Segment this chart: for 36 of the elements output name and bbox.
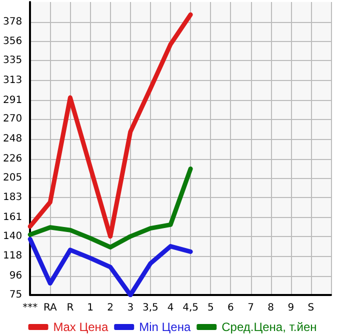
- y-tick-label: 226: [2, 153, 22, 164]
- x-tick-label: 1: [87, 302, 94, 314]
- x-tick-label: 8: [268, 302, 274, 314]
- x-tick-label: R: [66, 302, 74, 314]
- y-tick-label: 161: [2, 212, 22, 223]
- y-tick-label: 205: [2, 172, 22, 184]
- legend-label: Сред.Цена, т.йен: [222, 320, 317, 334]
- x-tick-label: 7: [248, 302, 254, 314]
- y-tick-label: 335: [2, 55, 22, 66]
- x-tick-label: RA: [43, 302, 57, 314]
- x-tick-label: 4,5: [182, 302, 199, 314]
- x-tick-label: 3,5: [142, 302, 158, 314]
- line-series: [28, 236, 193, 298]
- x-tick-label: S: [308, 302, 314, 314]
- y-tick-label: 378: [2, 16, 22, 28]
- x-tick-label: 2: [107, 302, 114, 314]
- y-tick-label: 270: [2, 114, 22, 125]
- y-tick-label: 96: [9, 270, 22, 282]
- line-series: [28, 166, 193, 250]
- x-tick-label: 3: [127, 302, 134, 314]
- y-tick-label: 313: [2, 74, 22, 86]
- y-tick-label: 118: [2, 250, 22, 262]
- y-tick-label: 140: [2, 230, 22, 242]
- y-tick-label: 291: [2, 94, 22, 106]
- x-tick-label: 9: [288, 302, 294, 314]
- line-series: [28, 12, 193, 239]
- y-tick-label: 183: [2, 192, 22, 204]
- x-tick-label: 6: [228, 302, 234, 314]
- y-tick-label: 248: [2, 134, 22, 145]
- x-tick-label: 4: [167, 302, 174, 314]
- y-tick-label: 356: [2, 36, 22, 48]
- x-tick-label: 5: [207, 302, 214, 314]
- x-tick-label: ***: [22, 302, 38, 314]
- y-tick-label: 75: [9, 290, 22, 300]
- legend-label: Max Цена: [53, 320, 108, 334]
- legend-label: Min Цена: [139, 320, 191, 334]
